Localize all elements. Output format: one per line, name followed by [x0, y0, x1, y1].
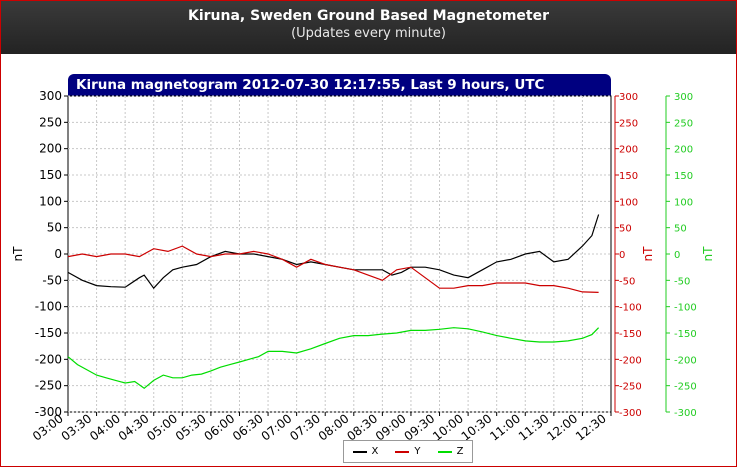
- page-title: Kiruna, Sweden Ground Based Magnetometer: [187, 8, 550, 24]
- title-bar: Kiruna, Sweden Ground Based Magnetometer…: [1, 1, 736, 54]
- x-tick-label: 04:30: [116, 411, 152, 443]
- y-tick-label-left: -200: [35, 352, 62, 366]
- y-tick-label-right-green: -150: [674, 329, 697, 340]
- y-tick-label-right-green: 0: [674, 250, 680, 261]
- x-tick-label: 09:30: [401, 411, 437, 443]
- y-tick-label-right-red: 200: [619, 145, 638, 156]
- x-tick-label: 10:30: [459, 411, 495, 443]
- y-tick-label-right-green: 150: [674, 171, 693, 182]
- x-tick-label: 07:00: [259, 411, 295, 443]
- y-tick-label-right-red: 0: [619, 250, 625, 261]
- y-tick-label-left: 50: [47, 221, 62, 235]
- x-tick-label: 04:00: [87, 411, 123, 443]
- y-axis-label-right-green: nT: [701, 246, 715, 262]
- y-tick-label-left: 0: [54, 247, 62, 261]
- legend-swatch-x: [352, 450, 367, 453]
- y-tick-label-right-green: 300: [674, 92, 693, 103]
- y-tick-label-left: 300: [39, 89, 62, 103]
- x-tick-label: 11:30: [516, 411, 552, 443]
- legend-swatch-y: [395, 450, 410, 453]
- y-tick-label-right-red: 300: [619, 92, 638, 103]
- y-axis-label-right-red: nT: [641, 246, 655, 262]
- y-tick-label-right-red: -150: [619, 329, 642, 340]
- legend-label-y: Y: [414, 446, 421, 457]
- y-tick-label-right-green: 100: [674, 197, 693, 208]
- chart-title: Kiruna magnetogram 2012-07-30 12:17:55, …: [68, 74, 611, 96]
- x-tick-label: 12:00: [544, 411, 580, 443]
- x-tick-label: 05:00: [144, 411, 180, 443]
- y-tick-label-right-red: 100: [619, 197, 638, 208]
- y-tick-label-right-red: 50: [619, 224, 632, 235]
- y-tick-label-left: -100: [35, 300, 62, 314]
- x-tick-label: 05:30: [173, 411, 209, 443]
- y-tick-label-right-green: -250: [674, 382, 697, 393]
- x-tick-label: 03:30: [59, 411, 95, 443]
- series-line-y: [67, 245, 599, 293]
- page-subtitle: (Updates every minute): [291, 26, 446, 41]
- legend-label-x: X: [371, 446, 379, 457]
- y-tick-label-right-red: 250: [619, 118, 638, 129]
- y-tick-label-right-green: -50: [674, 276, 690, 287]
- y-tick-label-left: -50: [42, 273, 62, 287]
- x-tick-label: 08:00: [316, 411, 352, 443]
- y-tick-label-right-green: -300: [674, 408, 697, 419]
- y-tick-label-right-red: -300: [619, 408, 642, 419]
- y-tick-label-left: 150: [39, 168, 62, 182]
- y-tick-label-left: -250: [35, 379, 62, 393]
- y-tick-label-right-red: -100: [619, 303, 642, 314]
- y-tick-label-right-green: 250: [674, 118, 693, 129]
- legend-item-z: Z: [437, 446, 464, 457]
- x-tick-label: 09:00: [373, 411, 409, 443]
- series-line-z: [67, 327, 600, 390]
- y-axis-label-left: nT: [11, 246, 25, 262]
- y-tick-label-right-green: -200: [674, 355, 697, 366]
- x-tick-label: 07:30: [287, 411, 323, 443]
- chart-legend: X Y Z: [343, 440, 473, 463]
- y-tick-label-right-red: -200: [619, 355, 642, 366]
- x-tick-label: 06:00: [201, 411, 237, 443]
- legend-item-x: X: [352, 446, 379, 457]
- y-tick-label-left: -150: [35, 326, 62, 340]
- y-tick-label-right-green: 50: [674, 224, 687, 235]
- y-tick-label-right-green: -100: [674, 303, 697, 314]
- y-tick-label-right-red: -50: [619, 276, 635, 287]
- y-tick-label-left: 250: [39, 115, 62, 129]
- x-tick-label: 08:30: [344, 411, 380, 443]
- legend-item-y: Y: [395, 446, 421, 457]
- legend-swatch-z: [437, 450, 452, 453]
- x-tick-label: 11:00: [487, 411, 523, 443]
- y-tick-label-left: -300: [35, 405, 62, 419]
- x-tick-label: 10:00: [430, 411, 466, 443]
- x-tick-label: 06:30: [230, 411, 266, 443]
- y-tick-label-right-red: -250: [619, 382, 642, 393]
- y-tick-label-right-red: 150: [619, 171, 638, 182]
- legend-label-z: Z: [456, 446, 464, 457]
- y-tick-label-left: 100: [39, 194, 62, 208]
- x-tick-label: 12:30: [573, 411, 609, 443]
- y-tick-label-right-green: 200: [674, 145, 693, 156]
- y-tick-label-left: 200: [39, 142, 62, 156]
